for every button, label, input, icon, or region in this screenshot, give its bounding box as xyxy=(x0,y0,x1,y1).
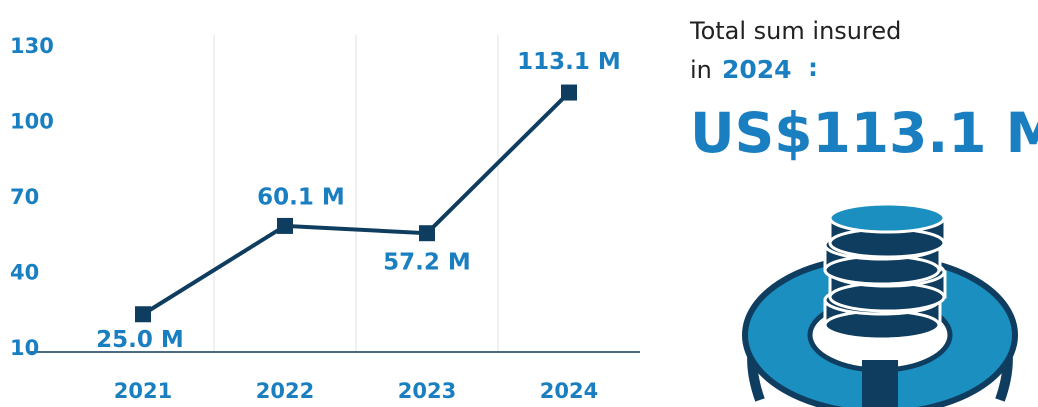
y-tick-label: 100 xyxy=(10,110,54,134)
x-tick-label: 2024 xyxy=(540,379,598,403)
value-label: 25.0 M xyxy=(96,327,184,353)
coin-stack xyxy=(823,202,947,341)
y-tick-label: 40 xyxy=(10,261,39,285)
x-tick-label: 2023 xyxy=(398,379,456,403)
marker xyxy=(561,84,577,101)
callout-prefix: in xyxy=(690,56,712,84)
callout-year: 2024 xyxy=(722,55,792,84)
value-label: 60.1 M xyxy=(257,184,345,210)
lifebuoy-band xyxy=(862,360,898,407)
y-tick-label: 130 xyxy=(10,34,54,58)
callout-amount: US$113.1 M xyxy=(690,101,1038,165)
x-tick-label: 2021 xyxy=(114,379,172,403)
marker xyxy=(135,306,151,323)
value-label: 57.2 M xyxy=(383,250,471,276)
callout-line: Total sum insured xyxy=(689,17,901,45)
x-tick-label: 2022 xyxy=(256,379,314,403)
illustration xyxy=(742,202,1018,407)
callout-colon: : xyxy=(808,53,818,82)
marker xyxy=(277,217,293,234)
line xyxy=(141,91,571,316)
y-tick-label: 70 xyxy=(10,185,39,209)
marker xyxy=(419,225,435,242)
value-label: 113.1 M xyxy=(517,49,621,75)
y-tick-label: 10 xyxy=(10,336,39,360)
